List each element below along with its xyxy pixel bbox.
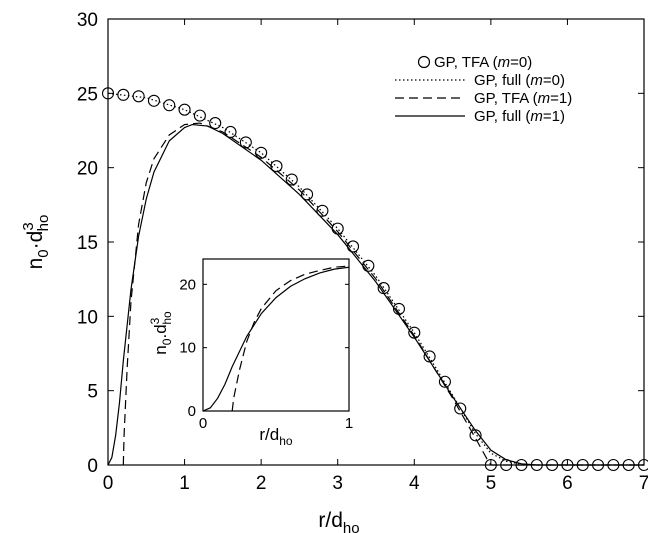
legend-label-prefix: GP, full ( bbox=[474, 72, 530, 89]
legend-label-italic: m bbox=[498, 54, 511, 71]
data-point-circle bbox=[209, 117, 222, 130]
legend-label-prefix: GP, full ( bbox=[474, 108, 530, 125]
inset-y-axis-label: n0.d3ho bbox=[148, 311, 174, 355]
data-point-circle bbox=[132, 90, 145, 103]
legend-label-suffix: =0) bbox=[543, 72, 565, 89]
x-tick-label: 1 bbox=[345, 415, 353, 432]
y-label-sup: 3 bbox=[20, 222, 37, 230]
legend-entry-full-m1: GP, full (m=1) bbox=[395, 108, 565, 125]
legend-label-tfa-m0: GP, TFA (m=0) bbox=[434, 54, 532, 71]
inset-y-label-sub: ho bbox=[160, 311, 174, 325]
data-point-circle bbox=[178, 103, 191, 116]
data-point-circle bbox=[301, 188, 314, 201]
inset-y-label-d: .d bbox=[151, 324, 170, 338]
legend-label-prefix: GP, TFA ( bbox=[474, 90, 538, 107]
x-tick-label: 7 bbox=[639, 473, 648, 494]
inset-y-label-n: n bbox=[151, 345, 170, 354]
y-tick-label: 10 bbox=[179, 340, 196, 357]
legend: GP, TFA (m=0) GP, full (m=0) GP, TFA (m=… bbox=[395, 54, 572, 125]
main-series-group bbox=[101, 87, 648, 472]
y-tick-label: 10 bbox=[77, 307, 98, 328]
y-label-n-sub: 0 bbox=[35, 249, 52, 257]
inset-series-group bbox=[202, 265, 350, 412]
x-tick-label: 4 bbox=[409, 473, 420, 494]
inset-y-label-sup: 3 bbox=[148, 317, 162, 324]
legend-label-tfa-m1: GP, TFA (m=1) bbox=[474, 90, 572, 107]
y-label-sub: ho bbox=[35, 215, 52, 232]
y-tick-label: 25 bbox=[77, 84, 98, 105]
legend-label-prefix: GP, TFA ( bbox=[434, 54, 498, 71]
y-tick-label: 20 bbox=[179, 276, 196, 293]
x-tick-label: 2 bbox=[256, 473, 267, 494]
data-point-circle bbox=[438, 375, 451, 388]
y-tick-label: 5 bbox=[87, 382, 98, 403]
series-line-dashed bbox=[231, 265, 350, 412]
series-line-solid bbox=[202, 266, 350, 412]
legend-label-italic: m bbox=[530, 72, 543, 89]
x-tick-label: 1 bbox=[179, 473, 190, 494]
inset-background bbox=[203, 259, 349, 411]
x-tick-label: 3 bbox=[332, 473, 343, 494]
legend-entry-full-m0: GP, full (m=0) bbox=[395, 72, 565, 89]
inset-plot-frame bbox=[202, 258, 350, 412]
data-point-circle bbox=[147, 94, 160, 107]
y-label-d: ·d bbox=[24, 231, 47, 250]
legend-label-suffix: =1) bbox=[550, 90, 572, 107]
legend-marker-circle bbox=[417, 55, 431, 69]
data-point-circle bbox=[193, 109, 206, 122]
x-tick-label: 0 bbox=[103, 473, 114, 494]
data-point-circle bbox=[316, 204, 329, 217]
data-point-circle bbox=[224, 125, 237, 139]
legend-label-italic: m bbox=[538, 90, 551, 107]
legend-label-italic: m bbox=[530, 108, 543, 125]
x-tick-label: 6 bbox=[562, 473, 573, 494]
x-tick-label: 0 bbox=[199, 415, 207, 432]
data-point-circle bbox=[454, 402, 467, 415]
inset-x-axis-label: r/dho bbox=[259, 425, 293, 448]
legend-entry-tfa-m0: GP, TFA (m=0) bbox=[417, 54, 532, 71]
inset-y-label-n-sub: 0 bbox=[160, 338, 174, 345]
x-axis-label: r/dho bbox=[318, 509, 359, 533]
legend-label-full-m1: GP, full (m=1) bbox=[474, 108, 565, 125]
data-point-circle bbox=[239, 136, 252, 149]
data-point-circle bbox=[255, 146, 268, 159]
y-label-n: n bbox=[24, 258, 47, 270]
x-tick-label: 5 bbox=[486, 473, 497, 494]
legend-entry-tfa-m1: GP, TFA (m=1) bbox=[395, 90, 572, 107]
series-line-solid bbox=[107, 123, 644, 466]
y-axis-label: n0·d3ho bbox=[20, 215, 52, 270]
data-point-circle bbox=[285, 173, 298, 186]
data-point-circle bbox=[101, 87, 115, 100]
data-point-circle bbox=[117, 88, 130, 101]
y-tick-label: 20 bbox=[77, 159, 98, 180]
data-point-circle bbox=[163, 99, 176, 112]
y-tick-label: 30 bbox=[77, 10, 98, 31]
inset-x-label-main: r/d bbox=[259, 425, 279, 444]
y-tick-label: 15 bbox=[77, 233, 98, 254]
x-axis-label-main: r/d bbox=[318, 509, 343, 532]
legend-label-suffix: =1) bbox=[543, 108, 565, 125]
x-axis-label-sub: ho bbox=[343, 520, 360, 533]
legend-label-suffix: =0) bbox=[510, 54, 532, 71]
legend-label-full-m0: GP, full (m=0) bbox=[474, 72, 565, 89]
y-tick-label: 0 bbox=[188, 403, 196, 420]
inset-x-label-sub: ho bbox=[279, 434, 293, 448]
y-tick-label: 0 bbox=[87, 456, 98, 477]
